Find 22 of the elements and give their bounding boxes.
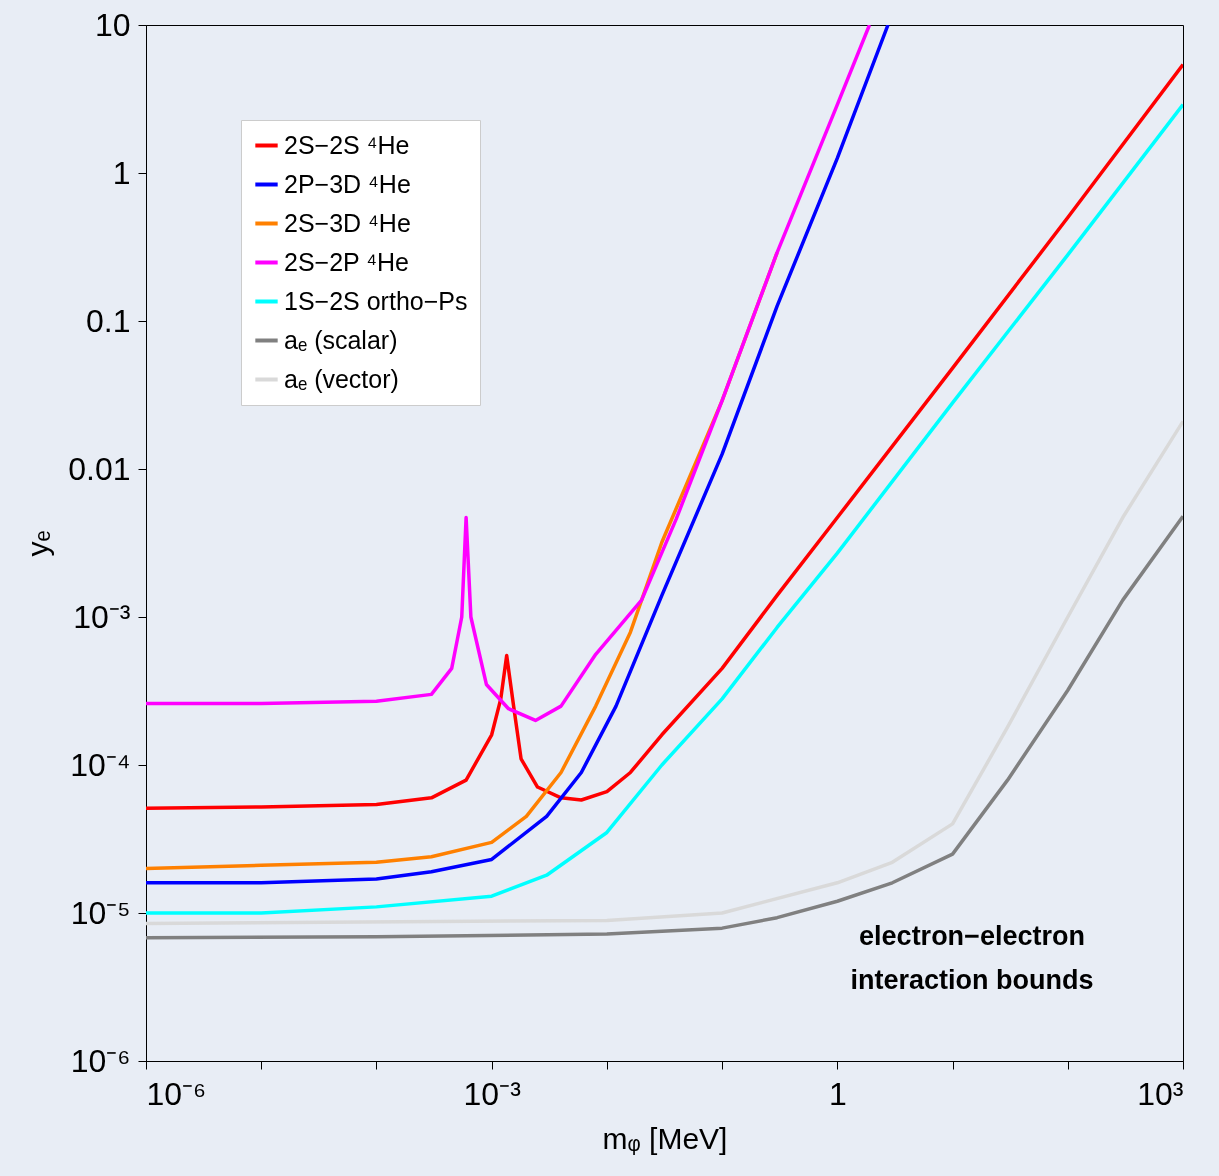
legend-label: aₑ (vector): [284, 364, 399, 393]
legend-label: 2S−2P ⁴He: [284, 247, 409, 276]
legend-label: 2S−3D ⁴He: [284, 208, 411, 237]
y-tick-label: 10⁻⁵: [70, 894, 131, 931]
y-tick-label: 10⁻⁴: [70, 746, 131, 783]
y-tick-label: 10⁻³: [73, 598, 131, 635]
annotation: electron−electron interaction bounds: [850, 921, 1094, 995]
x-tick-label: 10⁻³: [463, 1075, 522, 1112]
y-tick-label: 0.1: [86, 302, 131, 339]
x-tick-label: 1: [828, 1075, 847, 1112]
legend-label: 2P−3D ⁴He: [284, 169, 411, 198]
legend-label: 2S−2S ⁴He: [284, 130, 410, 159]
x-axis-title: mᵩ [MeV]: [602, 1121, 728, 1155]
y-tick-label: 10⁻⁶: [70, 1042, 131, 1079]
legend-label: 1S−2S ortho−Ps: [284, 286, 468, 315]
y-tick-label: 1: [112, 154, 131, 191]
legend-label: aₑ (scalar): [284, 325, 398, 354]
x-tick-label: 10⁻⁶: [146, 1075, 207, 1112]
y-tick-label: 0.01: [68, 450, 131, 487]
y-axis-title: yₑ: [21, 530, 55, 557]
x-tick-label: 10³: [1137, 1075, 1184, 1112]
y-tick-label: 10: [94, 6, 131, 43]
